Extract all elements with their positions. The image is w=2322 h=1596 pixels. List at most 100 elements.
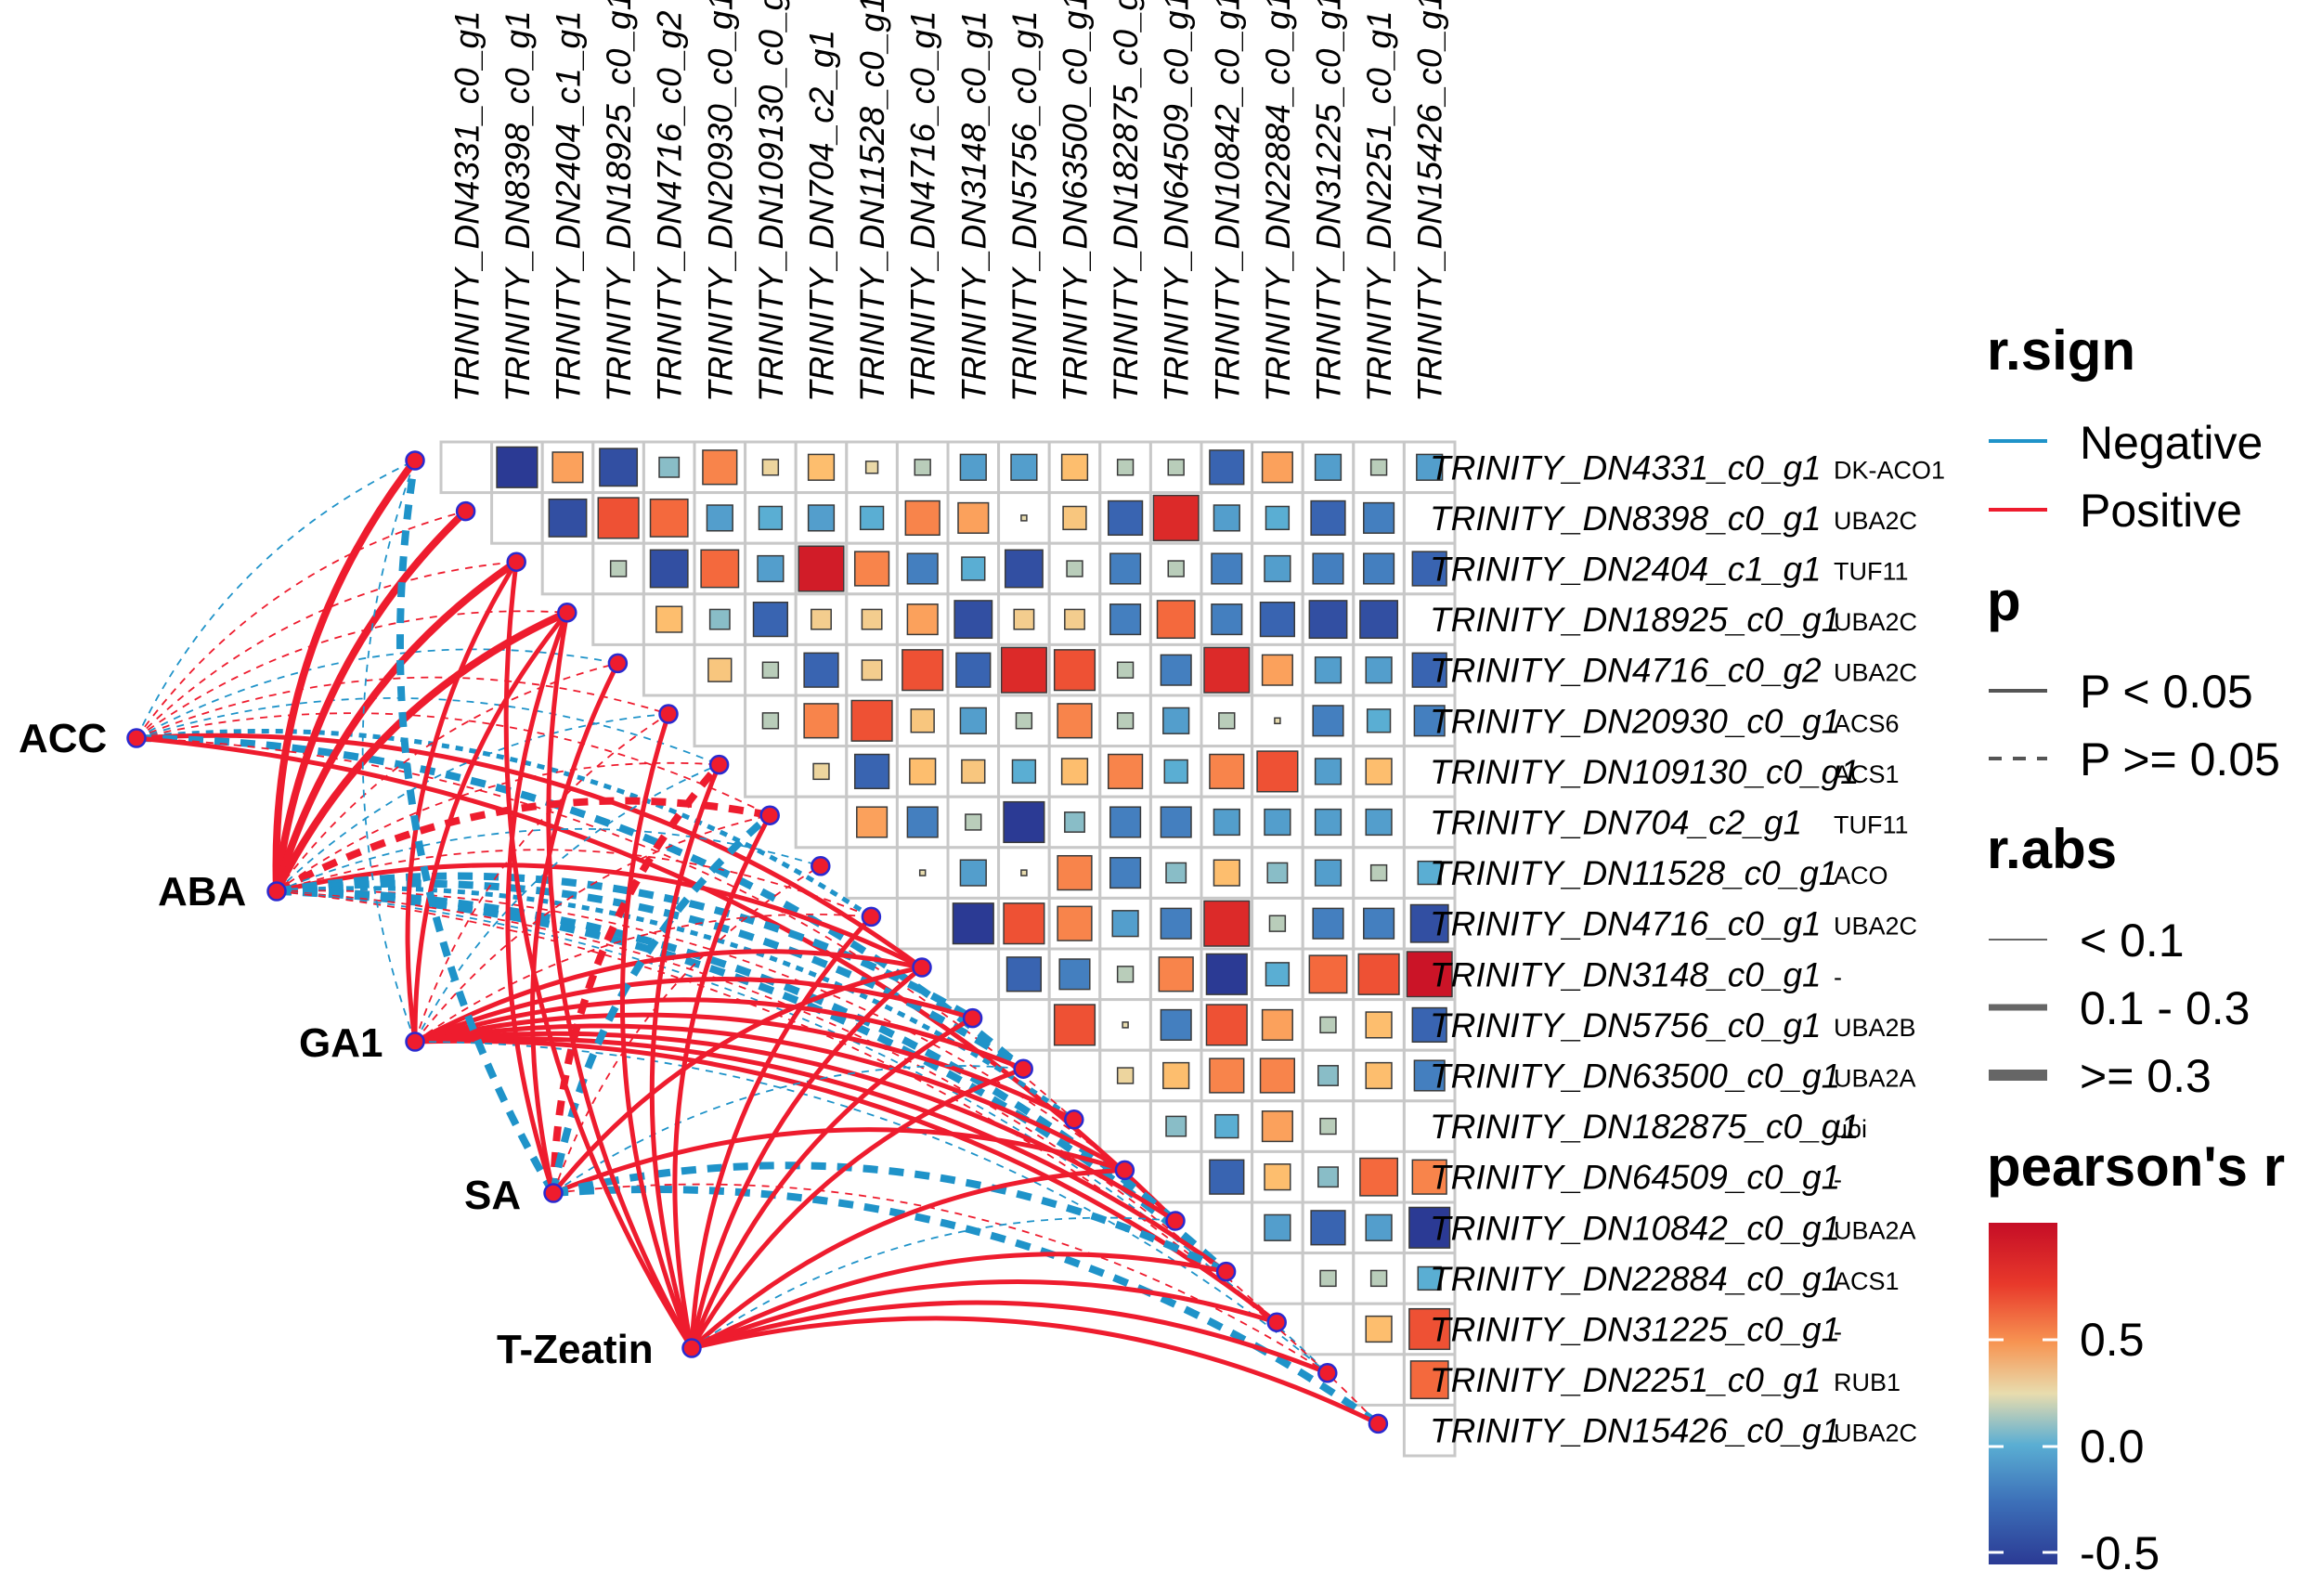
row-label: TRINITY_DN5756_c0_g1: [1430, 1006, 1822, 1045]
correlation-square: [1109, 857, 1142, 889]
gene-node: [708, 754, 730, 775]
heatmap-cell: [693, 642, 747, 697]
hormone-label: ACC: [19, 716, 107, 761]
row-label: TRINITY_DN8398_c0_g1: [1430, 500, 1822, 538]
network-link: [136, 610, 567, 739]
correlation-square: [965, 813, 982, 831]
correlation-square: [1408, 1307, 1451, 1351]
correlation-square: [1264, 1213, 1291, 1241]
correlation-square: [702, 449, 738, 486]
network-link: [276, 713, 669, 892]
network-link: [136, 737, 1075, 1121]
network-link: [689, 1066, 1025, 1350]
row-annotation: TUF11: [1834, 811, 1909, 839]
correlation-square: [1261, 1008, 1293, 1041]
hormone-node: [405, 1032, 425, 1052]
network-link: [414, 814, 771, 1043]
correlation-square: [807, 453, 836, 481]
correlation-square: [1256, 750, 1299, 793]
correlation-square: [1053, 649, 1096, 692]
correlation-square: [1363, 501, 1395, 534]
correlation-square: [1365, 1061, 1393, 1090]
network-link: [649, 763, 721, 1349]
column-labels: TRINITY_DN4331_c0_g1 TRINITY_DN8398_c0_g1…: [448, 0, 1448, 402]
correlation-square: [910, 708, 935, 733]
correlation-square: [1057, 905, 1093, 941]
correlation-square: [807, 504, 836, 532]
network-link: [136, 510, 466, 739]
row-annotation: UBA2C: [1834, 913, 1917, 941]
gene-node: [1013, 1058, 1033, 1079]
correlation-square: [1314, 453, 1343, 481]
correlation-square: [597, 497, 640, 539]
correlation-square: [906, 806, 939, 838]
column-label: TRINITY_DN15426_c0_g1: [1411, 0, 1449, 402]
column-label: TRINITY_DN64509_c0_g1: [1158, 0, 1196, 402]
correlation-square: [853, 551, 890, 587]
correlation-square: [1310, 500, 1346, 537]
gene-node: [1064, 1109, 1084, 1130]
correlation-square: [548, 498, 588, 538]
correlation-square: [798, 545, 845, 592]
gene-node: [962, 1007, 983, 1029]
row-label: TRINITY_DN31225_c0_g1: [1430, 1311, 1840, 1349]
hormone-links: [136, 458, 1381, 1427]
correlation-square: [1004, 549, 1044, 589]
correlation-square: [1359, 1157, 1399, 1197]
correlation-square: [1259, 601, 1296, 638]
row-label: TRINITY_DN63500_c0_g1: [1430, 1058, 1840, 1096]
hormone-node: [543, 1183, 564, 1203]
row-annotation: DK-ACO1: [1834, 456, 1945, 484]
correlation-square: [1015, 712, 1033, 730]
correlation-square: [861, 608, 883, 630]
legend-p-ge-label: P >= 0.05: [2080, 733, 2280, 785]
correlation-square: [1312, 907, 1344, 940]
row-label: TRINITY_DN64509_c0_g1: [1430, 1159, 1840, 1197]
network-link: [276, 827, 822, 892]
column-label: TRINITY_DN22884_c0_g1: [1259, 0, 1297, 402]
column-label: TRINITY_DN20930_c0_g1: [701, 0, 739, 402]
row-annotation: ACO: [1834, 862, 1888, 889]
correlation-square: [906, 552, 939, 585]
correlation-square: [761, 459, 780, 476]
correlation-square: [1156, 600, 1196, 640]
network-link: [276, 886, 1076, 1122]
hormone-node: [266, 881, 287, 902]
correlation-square: [1013, 608, 1035, 630]
gene-node: [1317, 1363, 1338, 1383]
gene-node: [557, 603, 577, 623]
correlation-square: [649, 549, 689, 589]
correlation-square: [599, 448, 639, 487]
correlation-square: [1122, 1021, 1129, 1029]
correlation-square: [1365, 656, 1393, 684]
heatmap-cell: [794, 440, 849, 495]
correlation-square: [757, 554, 785, 583]
correlation-square: [906, 603, 939, 636]
gene-node: [861, 906, 882, 928]
correlation-square: [1314, 758, 1343, 785]
heatmap-cell: [642, 642, 696, 697]
heatmap-cell: [591, 592, 645, 646]
correlation-square: [902, 649, 944, 692]
colorbar-tick-label: 0.5: [2080, 1314, 2145, 1366]
row-annotation: -: [1834, 1166, 1842, 1194]
row-label: TRINITY_DN11528_c0_g1: [1430, 854, 1837, 892]
row-annotation: RUB1: [1834, 1369, 1900, 1396]
row-annotation: ubi: [1834, 1115, 1867, 1143]
row-label: TRINITY_DN20930_c0_g1: [1430, 702, 1840, 740]
row-label: TRINITY_DN22884_c0_g1: [1430, 1260, 1840, 1298]
correlation-square: [1214, 1113, 1239, 1139]
correlation-square: [1107, 753, 1144, 790]
network-link: [689, 1016, 974, 1349]
correlation-square: [1408, 1206, 1451, 1249]
heatmap-cell: [1148, 1149, 1203, 1204]
heatmap-cell: [997, 745, 1051, 798]
network-link: [552, 1161, 1228, 1276]
gene-node: [1114, 1160, 1135, 1181]
row-label: TRINITY_DN4716_c0_g1: [1430, 905, 1822, 943]
correlation-square: [859, 505, 885, 531]
row-annotation: UBA2A: [1834, 1065, 1916, 1093]
correlation-square: [1165, 862, 1187, 884]
column-label: TRINITY_DN704_c2_g1: [803, 30, 841, 402]
correlation-square: [1020, 514, 1028, 522]
